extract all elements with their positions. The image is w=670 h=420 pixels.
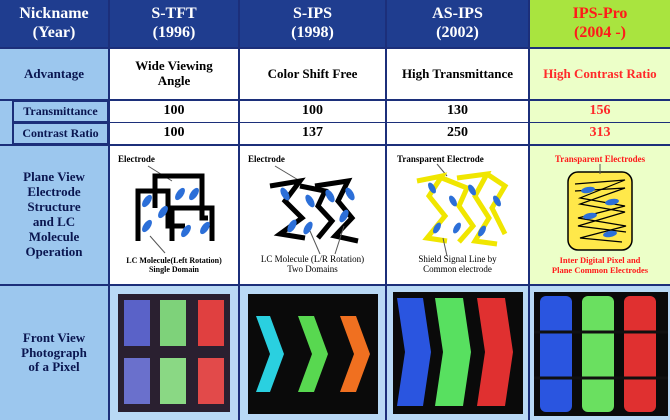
photo-s-tft bbox=[110, 286, 238, 420]
plane-view-label-line: and LC bbox=[32, 214, 76, 229]
diagram-top-label: Transparent Electrodes bbox=[554, 154, 646, 164]
contrast-s-tft: 100 bbox=[110, 123, 238, 144]
header-s-ips: S-IPS (1998) bbox=[240, 0, 385, 47]
diagram-caption: LC Molecule(Left Rotation) Single Domain bbox=[110, 256, 238, 274]
diagram-caption-line: Single Domain bbox=[148, 265, 199, 275]
as-ips-pixel-photo bbox=[393, 292, 523, 414]
photo-s-ips bbox=[240, 286, 385, 420]
header-name: IPS-Pro bbox=[572, 5, 628, 23]
advantage-label: Advantage bbox=[0, 49, 108, 99]
header-label-line1: Nickname bbox=[19, 5, 89, 23]
header-ips-pro: IPS-Pro (2004 -) bbox=[530, 0, 670, 47]
diagram-caption-line: Common electrode bbox=[423, 264, 492, 275]
diagram-top-label: Electrode bbox=[248, 154, 285, 164]
s-tft-electrode-diagram bbox=[135, 165, 215, 254]
header-name: AS-IPS bbox=[432, 5, 483, 23]
plane-view-label-line: Electrode bbox=[27, 184, 81, 200]
diagram-caption: LC Molecule (L/R Rotation) Two Domains bbox=[240, 254, 385, 275]
front-view-label: Front View Photograph of a Pixel bbox=[0, 286, 108, 420]
transmittance-s-tft: 100 bbox=[110, 101, 238, 122]
metric-label-spacer bbox=[0, 101, 12, 144]
transmittance-label: Transmittance bbox=[13, 101, 108, 122]
header-year: (2004 -) bbox=[574, 23, 626, 41]
plane-view-label: Plane View Electrode Structure and LC Mo… bbox=[0, 146, 108, 284]
s-ips-pixel-photo bbox=[248, 294, 378, 414]
plane-view-label-line: Molecule bbox=[28, 228, 80, 244]
plane-view-label-line: Operation bbox=[25, 243, 83, 259]
front-view-label-line: Photograph bbox=[21, 344, 87, 360]
advantage-s-ips: Color Shift Free bbox=[240, 49, 385, 99]
contrast-label: Contrast Ratio bbox=[13, 123, 108, 144]
contrast-as-ips: 250 bbox=[387, 123, 528, 144]
header-name: S-TFT bbox=[151, 5, 197, 23]
advantage-as-ips: High Transmittance bbox=[387, 49, 528, 99]
diagram-top-label: Electrode bbox=[118, 154, 155, 164]
contrast-s-ips: 137 bbox=[240, 123, 385, 144]
advantage-ips-pro: High Contrast Ratio bbox=[530, 49, 670, 99]
header-name: S-IPS bbox=[292, 5, 333, 23]
front-view-label-line: Front View bbox=[22, 329, 86, 345]
diagram-ips-pro: Transparent Electrodes Inter Digital Pix… bbox=[530, 146, 670, 284]
diagram-caption-line: Plane Common Electrodes bbox=[551, 264, 649, 275]
diagram-s-ips: Electrode LC Molecule (L/R Rotation) Two… bbox=[240, 146, 385, 284]
front-view-label-line: of a Pixel bbox=[28, 359, 80, 375]
diagram-caption: Inter Digital Pixel and Plane Common Ele… bbox=[530, 255, 670, 276]
header-year: (1998) bbox=[291, 23, 334, 41]
diagram-as-ips: Transparent Electrode Shield Signal Line… bbox=[387, 146, 528, 284]
contrast-ips-pro: 313 bbox=[530, 123, 670, 144]
transmittance-ips-pro: 156 bbox=[530, 101, 670, 122]
as-ips-electrode-diagram bbox=[416, 163, 509, 257]
diagram-s-tft: Electrode LC Molecule(Left Rotation) Sin… bbox=[110, 146, 238, 284]
s-tft-pixel-photo bbox=[118, 294, 230, 412]
diagram-caption-line: Shield Signal Line by bbox=[418, 254, 497, 264]
diagram-caption-line: Two Domains bbox=[287, 264, 338, 275]
plane-view-label-line: Structure bbox=[27, 199, 81, 215]
diagram-caption-line: LC Molecule (L/R Rotation) bbox=[260, 254, 365, 264]
ips-pro-electrode-diagram bbox=[567, 164, 633, 251]
transmittance-as-ips: 130 bbox=[387, 101, 528, 122]
ips-pro-pixel-photo bbox=[534, 292, 668, 416]
diagram-caption-line: LC Molecule(Left Rotation) bbox=[126, 256, 222, 265]
header-year: (2002) bbox=[436, 23, 479, 41]
diagram-caption: Shield Signal Line by Common electrode bbox=[387, 254, 528, 275]
photo-as-ips bbox=[387, 286, 528, 420]
header-label-cell: Nickname (Year) bbox=[0, 0, 108, 47]
plane-view-label-line: Plane View bbox=[23, 169, 85, 185]
transmittance-s-ips: 100 bbox=[240, 101, 385, 122]
diagram-top-label: Transparent Electrode bbox=[397, 154, 484, 164]
s-ips-electrode-diagram bbox=[269, 165, 359, 255]
photo-ips-pro bbox=[530, 286, 670, 420]
header-s-tft: S-TFT (1996) bbox=[110, 0, 238, 47]
advantage-s-tft: Wide Viewing Angle bbox=[110, 49, 238, 99]
header-year: (1996) bbox=[152, 23, 196, 41]
diagram-caption-line: Inter Digital Pixel and bbox=[559, 255, 641, 265]
header-label-line2: (Year) bbox=[32, 23, 76, 41]
header-as-ips: AS-IPS (2002) bbox=[387, 0, 528, 47]
